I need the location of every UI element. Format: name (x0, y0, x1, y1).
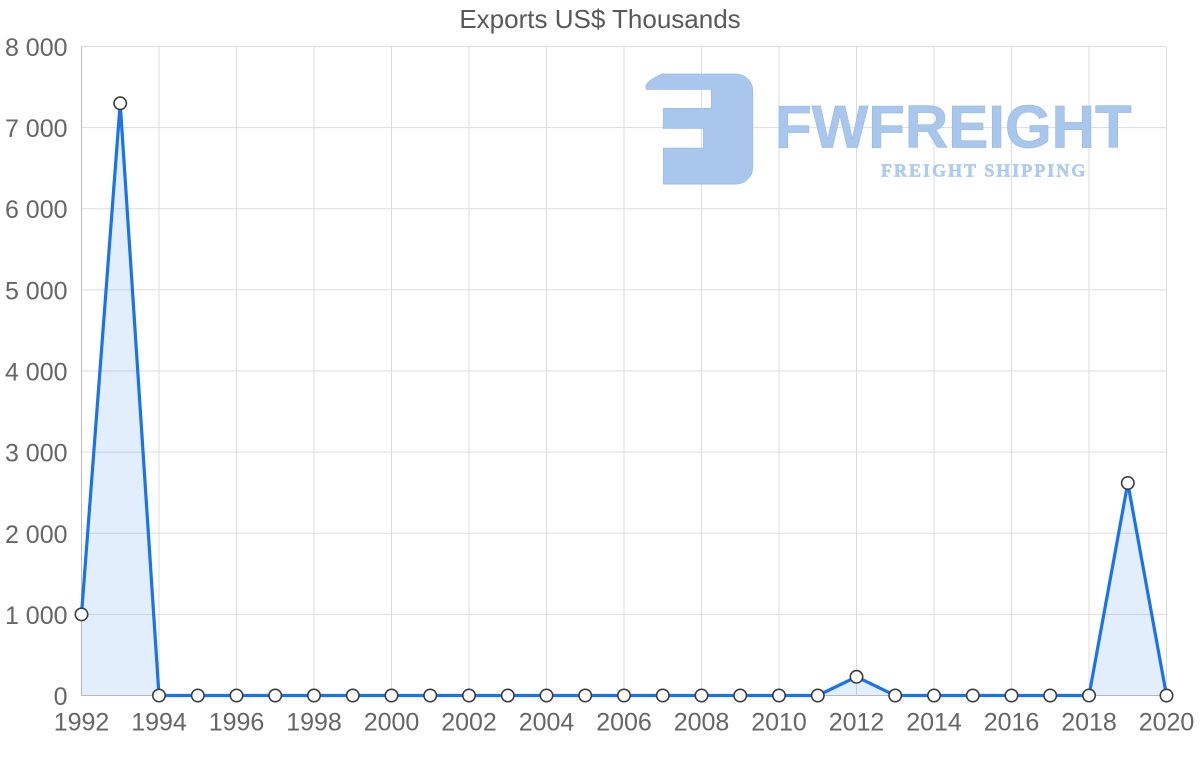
svg-text:5 000: 5 000 (5, 277, 68, 305)
svg-text:2004: 2004 (519, 709, 575, 737)
svg-text:7 000: 7 000 (5, 115, 68, 143)
svg-text:2014: 2014 (906, 709, 962, 737)
svg-text:1996: 1996 (209, 709, 265, 737)
svg-text:1992: 1992 (54, 709, 110, 737)
svg-text:2002: 2002 (441, 709, 497, 737)
svg-text:0: 0 (54, 683, 68, 711)
svg-text:2006: 2006 (596, 709, 652, 737)
svg-text:2008: 2008 (674, 709, 730, 737)
svg-text:2000: 2000 (364, 709, 420, 737)
svg-text:6 000: 6 000 (5, 196, 68, 224)
svg-text:2020: 2020 (1139, 709, 1195, 737)
svg-text:1994: 1994 (131, 709, 187, 737)
svg-text:2012: 2012 (829, 709, 885, 737)
svg-text:Exports US$ Thousands: Exports US$ Thousands (459, 4, 740, 34)
svg-text:3 000: 3 000 (5, 440, 68, 468)
svg-text:FWFREIGHT: FWFREIGHT (775, 94, 1132, 161)
svg-text:2010: 2010 (751, 709, 807, 737)
svg-text:FREIGHT SHIPPING: FREIGHT SHIPPING (881, 161, 1087, 181)
svg-text:1 000: 1 000 (5, 602, 68, 630)
svg-text:8 000: 8 000 (5, 34, 68, 62)
svg-text:4 000: 4 000 (5, 359, 68, 387)
svg-text:2018: 2018 (1061, 709, 1117, 737)
svg-text:2016: 2016 (984, 709, 1040, 737)
svg-text:1998: 1998 (286, 709, 342, 737)
svg-text:2 000: 2 000 (5, 521, 68, 549)
